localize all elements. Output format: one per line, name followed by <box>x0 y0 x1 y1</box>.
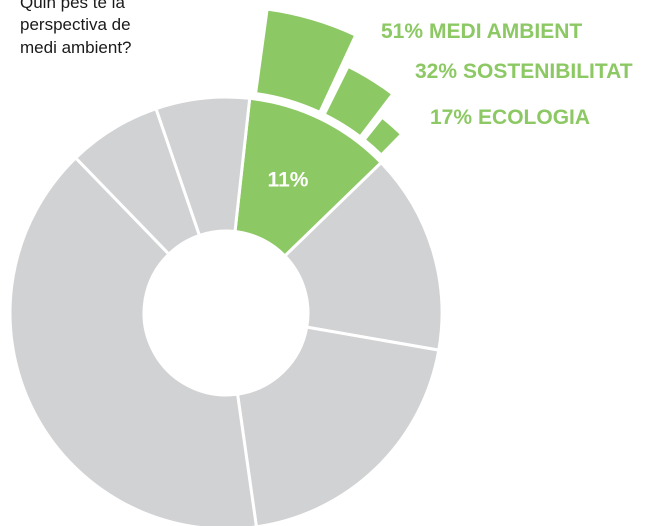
pie-slice <box>282 160 444 352</box>
legend-value: 51% <box>381 20 423 43</box>
legend-name: ECOLOGIA <box>478 106 590 129</box>
legend-entry: 32% SOSTENIBILITAT <box>415 60 633 83</box>
chart-title: medi ambient? <box>20 38 132 57</box>
breakdown-bar <box>323 65 394 138</box>
legend-name: SOSTENIBILITAT <box>463 60 633 83</box>
legend-name: MEDI AMBIENT <box>429 20 582 43</box>
legend-value: 17% <box>430 106 472 129</box>
pie-slice <box>235 325 441 526</box>
chart-title: Quin pes té la <box>20 0 125 12</box>
slice-label: 11% <box>268 168 309 191</box>
legend-entry: 17% ECOLOGIA <box>430 106 590 129</box>
legend-entry: 51% MEDI AMBIENT <box>381 20 582 43</box>
breakdown-bar <box>363 116 403 156</box>
breakdown-bar <box>255 8 357 114</box>
pie-slice <box>8 155 258 526</box>
pie-slice <box>154 95 252 238</box>
pie-slice <box>233 96 384 259</box>
chart-title: perspectiva de <box>20 15 131 34</box>
legend-value: 32% <box>415 60 457 83</box>
